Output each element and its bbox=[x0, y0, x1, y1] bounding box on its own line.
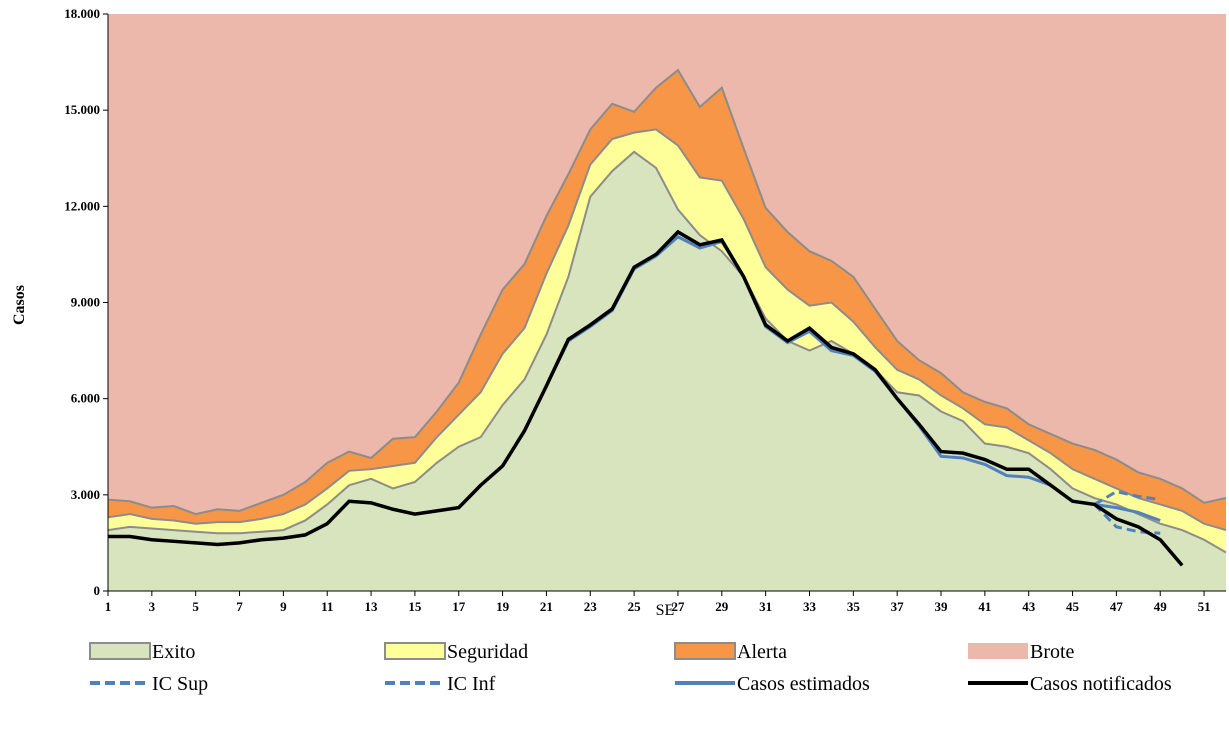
area-outline bbox=[107, 150, 1227, 554]
legend-swatch bbox=[89, 642, 151, 660]
y-tick-label: 15.000 bbox=[64, 102, 100, 117]
area-band bbox=[108, 14, 1226, 515]
legend-label: Seguridad bbox=[447, 641, 528, 663]
x-tick-label: 19 bbox=[496, 599, 510, 614]
legend-label: Exito bbox=[152, 641, 195, 663]
x-tick-label: 23 bbox=[584, 599, 598, 614]
x-tick-label: 1 bbox=[105, 599, 112, 614]
x-tick-label: 13 bbox=[365, 599, 379, 614]
y-tick-label: 0 bbox=[94, 583, 101, 598]
x-tick-label: 33 bbox=[803, 599, 817, 614]
x-tick-label: 43 bbox=[1022, 599, 1036, 614]
x-tick-label: 45 bbox=[1066, 599, 1080, 614]
legend-label: Alerta bbox=[737, 641, 787, 663]
legend-swatch bbox=[968, 643, 1028, 659]
x-tick-label: 11 bbox=[321, 599, 333, 614]
area-band bbox=[108, 70, 1226, 531]
legend-label: IC Inf bbox=[447, 673, 496, 695]
legend-swatch bbox=[384, 642, 446, 660]
x-tick-label: 5 bbox=[192, 599, 199, 614]
legend-swatch bbox=[674, 642, 736, 660]
legend-label: Brote bbox=[1030, 641, 1075, 663]
legend-label: IC Sup bbox=[152, 673, 208, 695]
x-tick-label: 31 bbox=[759, 599, 772, 614]
x-tick-label: 3 bbox=[149, 599, 156, 614]
y-tick-label: 12.000 bbox=[64, 198, 100, 213]
area-outline bbox=[107, 68, 1227, 516]
y-tick-label: 3.000 bbox=[71, 487, 100, 502]
x-tick-label: 21 bbox=[540, 599, 553, 614]
y-tick-label: 6.000 bbox=[71, 391, 100, 406]
x-tick-label: 25 bbox=[628, 599, 642, 614]
y-tick-label: 18.000 bbox=[64, 6, 100, 21]
area-band bbox=[108, 151, 1226, 592]
x-tick-label: 51 bbox=[1198, 599, 1211, 614]
x-tick-label: 7 bbox=[236, 599, 243, 614]
y-tick-label: 9.000 bbox=[71, 295, 100, 310]
plot bbox=[107, 14, 1227, 592]
x-tick-label: 15 bbox=[408, 599, 422, 614]
x-tick-label: 37 bbox=[891, 599, 905, 614]
legend-label: Casos estimados bbox=[737, 673, 870, 695]
series-line bbox=[108, 229, 1184, 567]
x-tick-label: 29 bbox=[715, 599, 729, 614]
x-tick-label: 9 bbox=[280, 599, 287, 614]
x-tick-label: 47 bbox=[1110, 599, 1124, 614]
y-axis-title: Casos bbox=[11, 285, 28, 325]
area-outline bbox=[107, 128, 1227, 532]
x-tick-label: 35 bbox=[847, 599, 861, 614]
legend-label: Casos notificados bbox=[1030, 673, 1172, 695]
x-tick-label: 41 bbox=[978, 599, 991, 614]
x-tick-label: 27 bbox=[671, 599, 685, 614]
x-tick-label: 49 bbox=[1154, 599, 1168, 614]
series-line bbox=[1093, 490, 1161, 506]
x-tick-label: 39 bbox=[935, 599, 949, 614]
x-tick-label: 17 bbox=[452, 599, 466, 614]
x-axis-title: SE bbox=[656, 602, 675, 619]
